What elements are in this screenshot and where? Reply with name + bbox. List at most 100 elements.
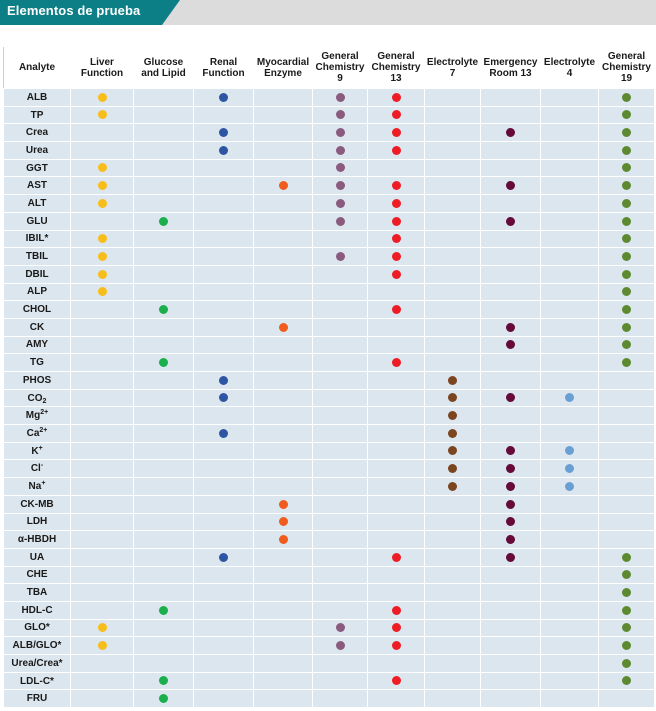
analyte-label: TP — [30, 109, 44, 121]
analyte-name: Mg2+ — [3, 406, 71, 426]
panel-cell — [367, 282, 425, 302]
panel-cell — [70, 229, 134, 249]
panel-cell — [133, 88, 194, 107]
panel-cell — [540, 494, 599, 514]
included-dot-icon — [159, 216, 168, 226]
analyte-label: TBIL — [25, 251, 49, 263]
included-dot-icon — [97, 110, 107, 120]
panel-cell — [193, 141, 254, 160]
analyte-name: CO2 — [3, 388, 71, 408]
included-dot-icon — [391, 251, 401, 261]
table-row: LDH — [3, 512, 655, 532]
analyte-label: GLU — [26, 215, 48, 227]
table-row: TBA — [3, 583, 655, 602]
panel-cell — [424, 671, 481, 691]
analyte-label: CO — [27, 392, 43, 404]
column-header: General Chemistry 9 — [312, 46, 368, 89]
analyte-label: Urea/Crea* — [11, 657, 63, 669]
panel-cell — [598, 371, 655, 390]
panel-cell — [312, 654, 368, 673]
included-dot-icon — [391, 216, 401, 226]
panel-cell — [253, 459, 313, 479]
table-row: ALT — [3, 194, 655, 213]
analyte-name: FRU — [3, 689, 71, 709]
table-row: ALB — [3, 88, 655, 107]
included-dot-icon — [219, 128, 228, 138]
analyte-label: Na — [28, 480, 42, 492]
panel-cell — [70, 406, 134, 426]
column-header: Myocardial Enzyme — [253, 46, 313, 89]
included-dot-icon — [219, 145, 228, 155]
included-dot-icon — [622, 251, 631, 261]
panel-cell — [70, 353, 134, 372]
table-row: ALB/GLO* — [3, 636, 655, 655]
included-dot-icon — [622, 676, 631, 686]
panel-cell — [312, 512, 368, 532]
included-dot-icon — [278, 499, 288, 509]
panel-cell — [480, 671, 541, 691]
included-dot-icon — [565, 393, 574, 403]
included-dot-icon — [622, 304, 631, 314]
panel-cell — [598, 600, 655, 620]
table-header-row: Analyte Liver Function Glucose and Lipid Re… — [3, 46, 655, 89]
panel-cell — [133, 229, 194, 249]
panel-cell — [424, 317, 481, 337]
panel-cell — [424, 512, 481, 532]
panel-cell — [312, 229, 368, 249]
analyte-name: HDL-C — [3, 600, 71, 620]
section-header: Elementos de prueba — [0, 0, 656, 25]
panel-cell — [424, 600, 481, 620]
panel-cell — [253, 477, 313, 496]
panel-cell — [70, 371, 134, 390]
included-dot-icon — [622, 358, 631, 368]
panel-cell — [312, 371, 368, 390]
analyte-label: Crea — [25, 127, 49, 139]
panel-cell — [367, 371, 425, 390]
included-dot-icon — [391, 358, 401, 368]
panel-cell — [133, 335, 194, 355]
panel-cell — [598, 547, 655, 567]
table-row: AMY — [3, 335, 655, 355]
panel-cell — [70, 547, 134, 567]
included-dot-icon — [622, 92, 631, 102]
panel-cell — [598, 247, 655, 266]
panel-cell — [367, 176, 425, 196]
panel-cell — [367, 123, 425, 143]
panel-cell — [193, 335, 254, 355]
panel-cell — [312, 424, 368, 443]
analyte-name: IBIL* — [3, 229, 71, 249]
panel-cell — [424, 689, 481, 709]
panel-cell — [480, 247, 541, 266]
panel-cell — [367, 194, 425, 213]
panel-cell — [253, 441, 313, 461]
panel-cell — [193, 547, 254, 567]
panel-cell — [253, 211, 313, 231]
analyte-label: Mg — [25, 410, 41, 422]
panel-cell — [540, 158, 599, 178]
panel-cell — [424, 441, 481, 461]
analyte-name: LDL-C* — [3, 671, 71, 691]
included-dot-icon — [622, 163, 631, 173]
included-dot-icon — [97, 92, 107, 102]
panel-cell — [480, 371, 541, 390]
panel-cell — [133, 158, 194, 178]
included-dot-icon — [506, 340, 515, 350]
panel-cell — [598, 494, 655, 514]
panel-cell — [253, 654, 313, 673]
analyte-name: GLU — [3, 211, 71, 231]
analyte-label: PHOS — [22, 374, 52, 386]
panel-cell — [312, 300, 368, 319]
analyte-name: Cl- — [3, 459, 71, 479]
panel-cell — [367, 512, 425, 532]
analyte-superscript: + — [41, 479, 46, 487]
panel-cell — [540, 353, 599, 372]
panel-cell — [312, 441, 368, 461]
panel-cell — [480, 477, 541, 496]
column-header: Emergency Room 13 — [480, 46, 541, 89]
panel-cell — [253, 636, 313, 655]
panel-cell — [480, 353, 541, 372]
panel-cell — [193, 300, 254, 319]
analyte-name: CHE — [3, 565, 71, 585]
panel-cell — [480, 565, 541, 585]
included-dot-icon — [622, 145, 631, 155]
